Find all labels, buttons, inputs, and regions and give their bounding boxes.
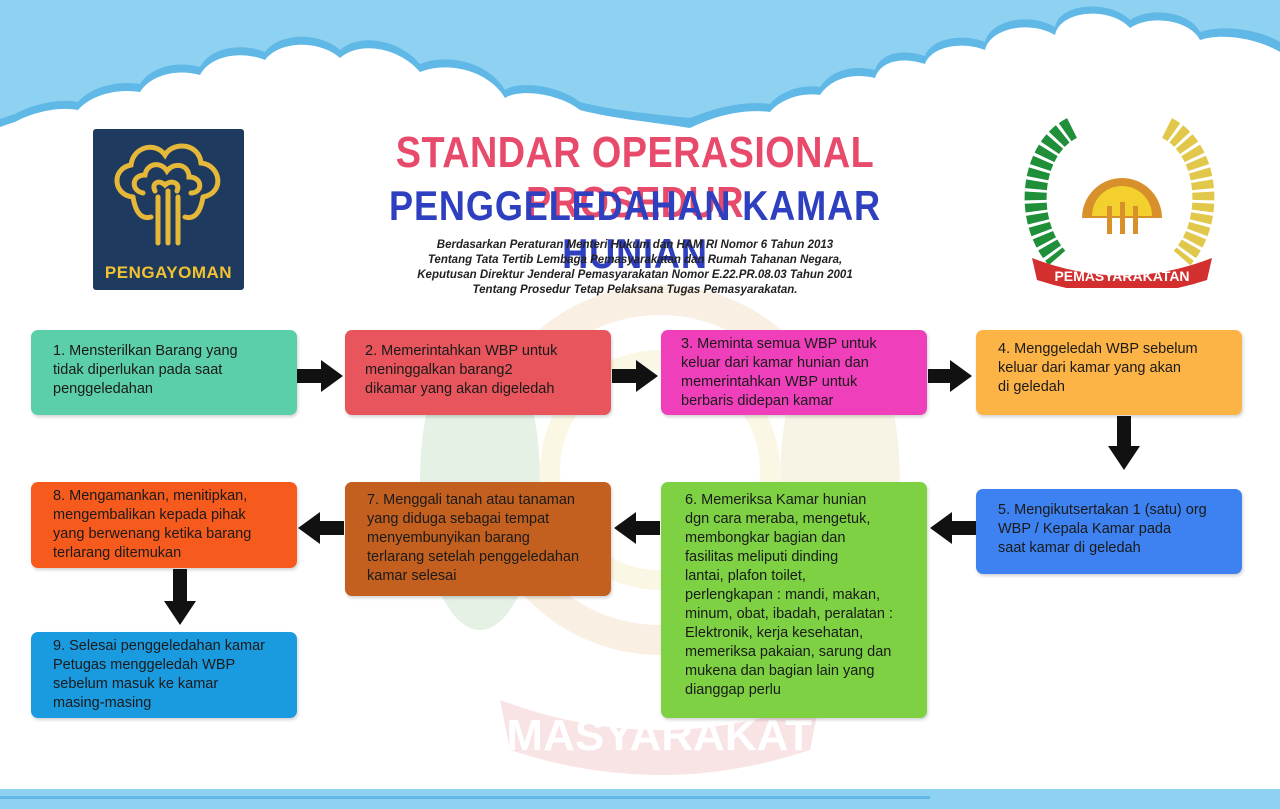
title-line-2: PENGGELEDAHAN KAMAR HUNIAN — [389, 182, 881, 277]
step-4-box: 4. Menggeledah WBP sebelum keluar dari k… — [976, 330, 1242, 415]
step-1-text: 1. Mensterilkan Barang yang tidak diperl… — [53, 343, 238, 397]
arrow-left-icon — [930, 512, 976, 544]
footer-line — [0, 796, 930, 799]
step-9-text: 9. Selesai penggeledahan kamar Petugas m… — [53, 638, 266, 711]
legal-basis-line: Tentang Prosedur Tetap Pelaksana Tugas P… — [472, 284, 798, 296]
title-line-1: STANDAR OPERASIONAL PROSEDUR — [395, 128, 875, 227]
step-7-text: 7. Menggali tanah atau tanaman yang didu… — [367, 492, 580, 584]
footer-band — [0, 789, 1280, 809]
step-1-box: 1. Mensterilkan Barang yang tidak diperl… — [31, 330, 297, 415]
arrow-right-icon — [928, 360, 972, 392]
arrow-left-icon — [614, 512, 660, 544]
step-8-box: 8. Mengamankan, menitipkan, mengembalika… — [31, 482, 297, 568]
cloud-header — [0, 0, 1280, 128]
legal-basis-line: Berdasarkan Peraturan Menteri Hukum dan … — [436, 239, 834, 251]
arrow-right-icon — [612, 360, 658, 392]
step-2-text: 2. Memerintahkan WBP untuk meninggalkan … — [365, 343, 558, 397]
step-6-text: 6. Memeriksa Kamar hunian dgn cara merab… — [685, 492, 893, 698]
step-5-text: 5. Mengikutsertakan 1 (satu) org WBP / K… — [998, 502, 1207, 556]
step-8-text: 8. Mengamankan, menitipkan, mengembalika… — [53, 488, 252, 561]
arrow-right-icon — [297, 360, 343, 392]
pengayoman-tree-icon — [114, 143, 221, 246]
watermark-text: PEMASYARAKATAN — [448, 711, 873, 760]
legal-basis-text: Berdasarkan Peraturan Menteri Hukum dan … — [380, 238, 890, 298]
step-4-text: 4. Menggeledah WBP sebelum keluar dari k… — [998, 341, 1198, 395]
step-7-box: 7. Menggali tanah atau tanaman yang didu… — [345, 482, 611, 596]
step-3-box: 3. Meminta semua WBP untuk keluar dari k… — [661, 330, 927, 415]
legal-basis-line: Keputusan Direktur Jenderal Pemasyarakat… — [417, 269, 853, 281]
step-3-text: 3. Meminta semua WBP untuk keluar dari k… — [681, 336, 877, 409]
pemasyarakatan-logo: PEMASYARAKATAN — [1024, 118, 1215, 288]
step-9-box: 9. Selesai penggeledahan kamar Petugas m… — [31, 632, 297, 718]
logo-left-text: PENGAYOMAN — [104, 263, 233, 282]
pengayoman-logo: PENGAYOMAN — [93, 129, 244, 290]
step-2-box: 2. Memerintahkan WBP untuk meninggalkan … — [345, 330, 611, 415]
step-5-box: 5. Mengikutsertakan 1 (satu) org WBP / K… — [976, 489, 1242, 574]
arrow-down-icon — [164, 569, 196, 625]
arrow-down-icon — [1108, 416, 1140, 470]
logo-right-text: PEMASYARAKATAN — [1054, 268, 1189, 284]
step-6-box: 6. Memeriksa Kamar hunian dgn cara merab… — [661, 482, 927, 718]
arrow-left-icon — [298, 512, 344, 544]
legal-basis-line: Tentang Tata Tertib Lembaga Pemasyarakat… — [427, 254, 843, 266]
